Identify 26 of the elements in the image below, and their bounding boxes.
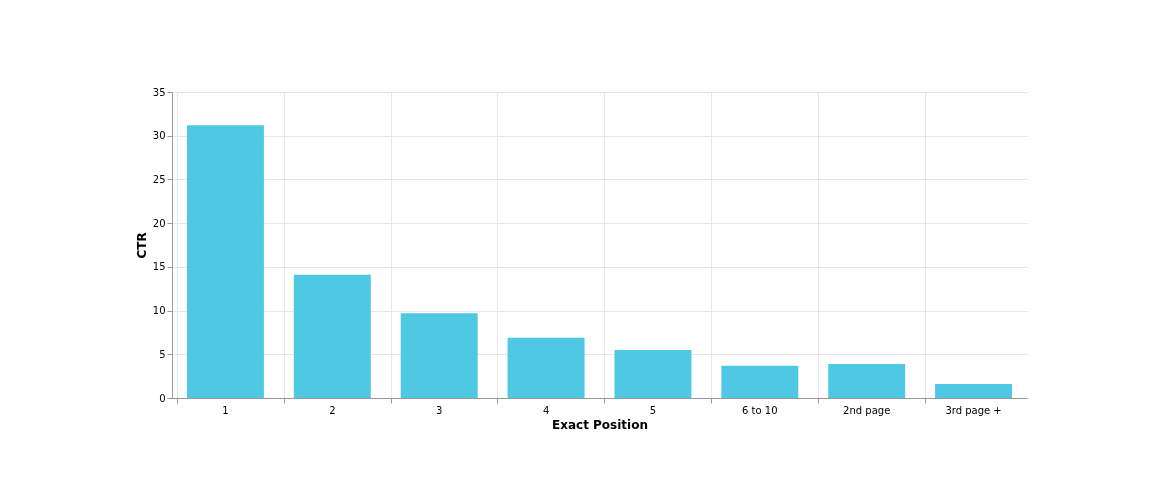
x-tick-label: 4 [542,404,550,416]
x-tick-label: 2 [329,404,336,416]
bar [614,349,692,398]
y-tick-label: 5 [159,348,166,360]
bar [293,274,371,398]
x-tick-label: 1 [222,404,229,416]
y-axis-title: CTR [134,232,149,259]
y-tick-label: 25 [152,173,166,185]
bar [935,384,1013,398]
bar [186,125,264,398]
y-tick-label: 20 [152,217,166,229]
bar [828,363,906,398]
y-tick-label: 35 [152,86,166,98]
bar [721,365,799,398]
x-tick-label: 3rd page + [945,404,1002,416]
bar [507,337,585,398]
y-tick-label: 30 [152,130,166,142]
bar [400,313,478,398]
x-tick-label: 2nd page [843,404,891,416]
x-tick-label: 3 [436,404,443,416]
y-tick-label: 0 [159,392,166,404]
y-tick-label: 10 [152,305,166,317]
y-tick-label: 15 [152,261,166,273]
x-tick-label: 6 to 10 [742,404,778,416]
x-tick-label: 5 [649,404,657,416]
x-axis-title: Exact Position [552,417,648,432]
